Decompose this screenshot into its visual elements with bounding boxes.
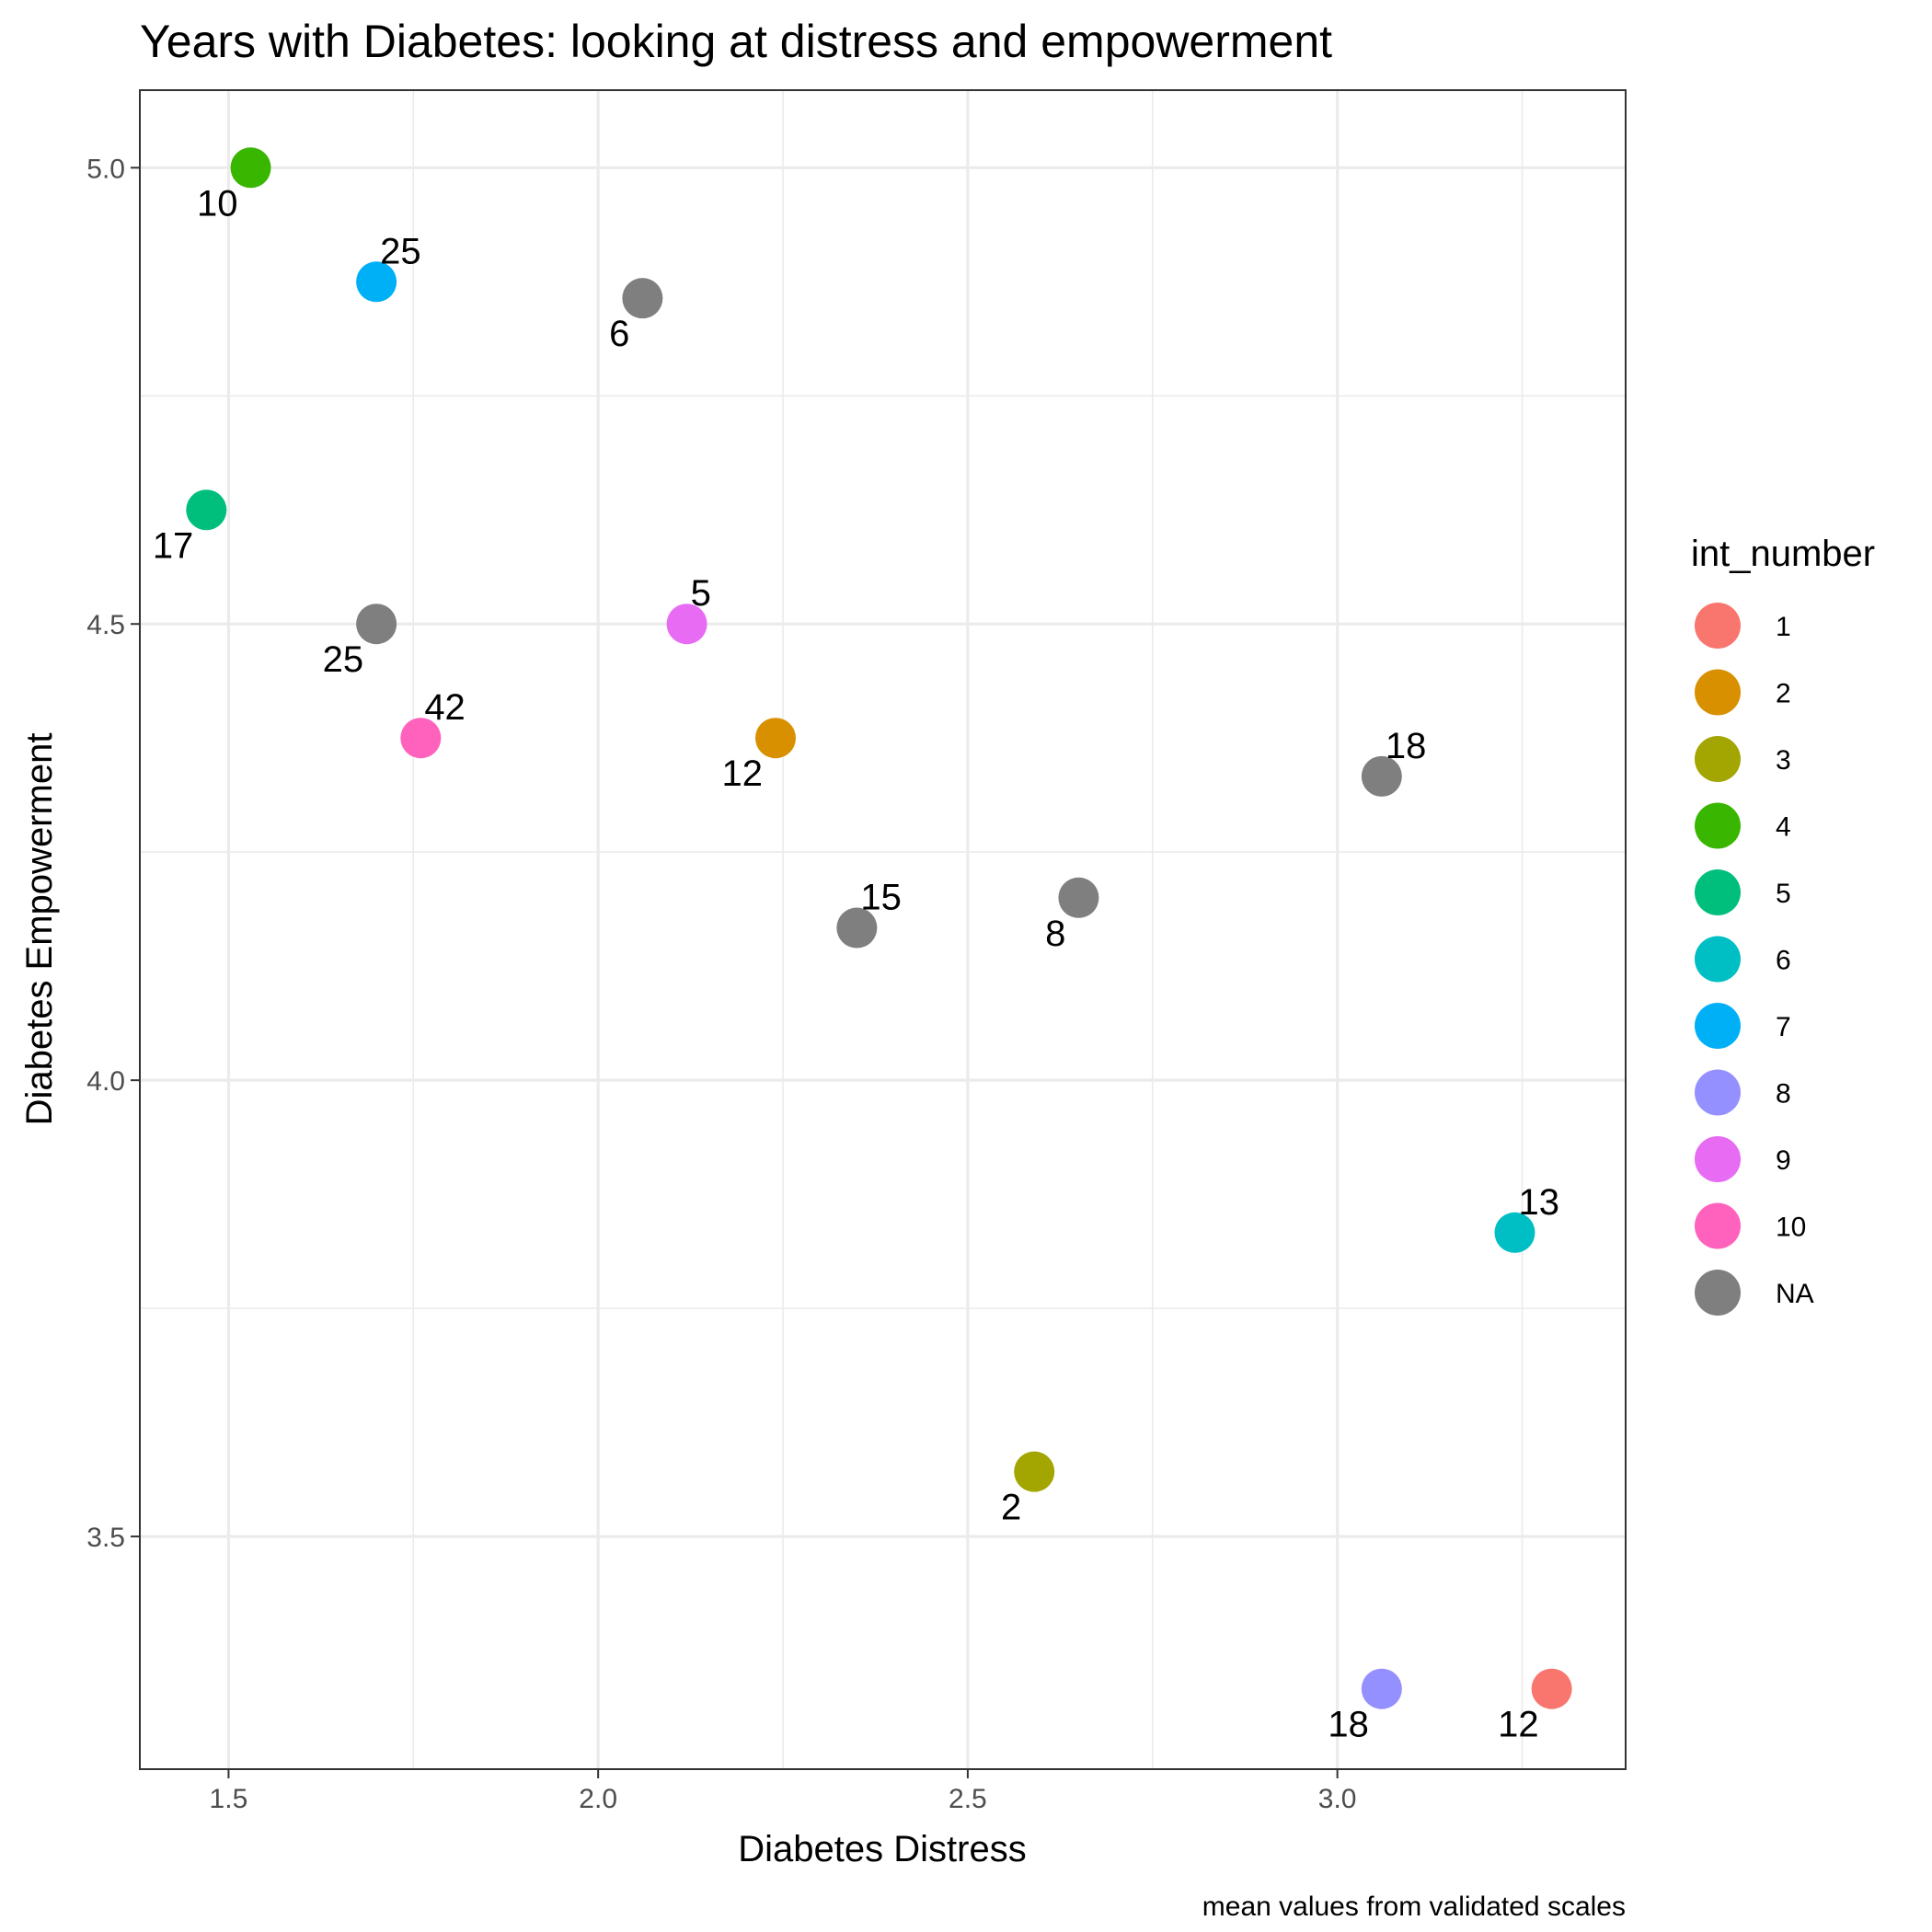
data-point [754,718,796,759]
data-point [622,278,663,319]
legend-key [1695,736,1741,782]
plot-background [140,90,1626,1769]
legend-key [1695,869,1741,915]
data-point [1494,1212,1535,1253]
plot-panel: 10 25 6 17 25 5 42 12 18 8 15 13 2 18 12 [139,89,1627,1770]
x-tick-label: 2.5 [949,1784,987,1814]
point-labels: 10 25 6 17 25 5 42 12 18 8 15 13 2 18 12 [153,183,1559,1744]
x-axis-title: Diabetes Distress [738,1829,1026,1869]
data-point [230,147,271,189]
point-label: 17 [153,525,194,566]
legend-label: NA [1776,1279,1814,1309]
legend-label: 4 [1776,812,1791,843]
legend-items: 1 2 3 4 5 6 7 8 9 10 NA [1695,603,1814,1316]
data-point [666,604,707,645]
data-point [356,604,397,645]
data-point [356,261,397,303]
point-label: 5 [691,573,711,614]
point-label: 42 [424,687,466,728]
legend-label: 10 [1776,1213,1806,1243]
data-point [1014,1451,1055,1492]
y-tick-label: 3.5 [86,1523,125,1553]
data-points [186,147,1572,1709]
data-point [1058,877,1099,918]
legend-label: 8 [1776,1079,1791,1110]
x-axis: 1.5 2.0 2.5 3.0 [210,1769,1357,1814]
data-point [186,489,227,531]
point-label: 10 [197,183,238,224]
point-label: 12 [721,753,763,794]
y-tick-label: 4.5 [86,610,125,640]
legend-label: 2 [1776,679,1791,709]
point-label: 13 [1518,1182,1559,1223]
legend-label: 6 [1776,946,1791,976]
legend: int_number 1 2 3 4 5 6 7 8 9 10 NA [1691,534,1875,1316]
y-axis-title: Diabetes Empowerment [19,733,60,1126]
legend-label: 1 [1776,612,1791,642]
point-label: 12 [1498,1705,1539,1745]
point-label: 18 [1386,726,1427,766]
legend-key [1695,936,1741,983]
chart-title: Years with Diabetes: looking at distress… [140,16,1332,67]
legend-key [1695,1003,1741,1049]
grid-lines [140,90,1626,1769]
plot-border [139,89,1627,1770]
point-label: 15 [860,878,902,918]
y-tick-label: 5.0 [86,154,125,184]
data-point [400,718,442,759]
legend-key [1695,1069,1741,1116]
data-point [1361,1668,1402,1709]
legend-key [1695,1136,1741,1182]
point-label: 18 [1328,1705,1369,1745]
legend-key [1695,1202,1741,1249]
legend-label: 9 [1776,1145,1791,1176]
legend-key [1695,603,1741,649]
y-axis: 3.5 4.0 4.5 5.0 [86,154,140,1553]
legend-key [1695,669,1741,716]
y-tick-label: 4.0 [86,1066,125,1097]
point-label: 2 [1001,1488,1021,1528]
data-point [1531,1668,1572,1709]
x-tick-label: 3.0 [1318,1784,1357,1814]
data-point [836,907,878,949]
point-label: 25 [380,231,421,271]
legend-key [1695,1270,1741,1316]
point-label: 25 [323,639,364,680]
chart-caption: mean values from validated scales [1202,1892,1626,1922]
legend-label: 5 [1776,879,1791,909]
x-tick-label: 1.5 [210,1784,248,1814]
legend-label: 7 [1776,1012,1791,1042]
point-label: 6 [609,314,629,354]
legend-title: int_number [1691,534,1875,574]
legend-label: 3 [1776,745,1791,776]
legend-key [1695,802,1741,849]
data-point [1361,755,1402,797]
x-tick-label: 2.0 [579,1784,617,1814]
point-label: 8 [1045,914,1065,954]
